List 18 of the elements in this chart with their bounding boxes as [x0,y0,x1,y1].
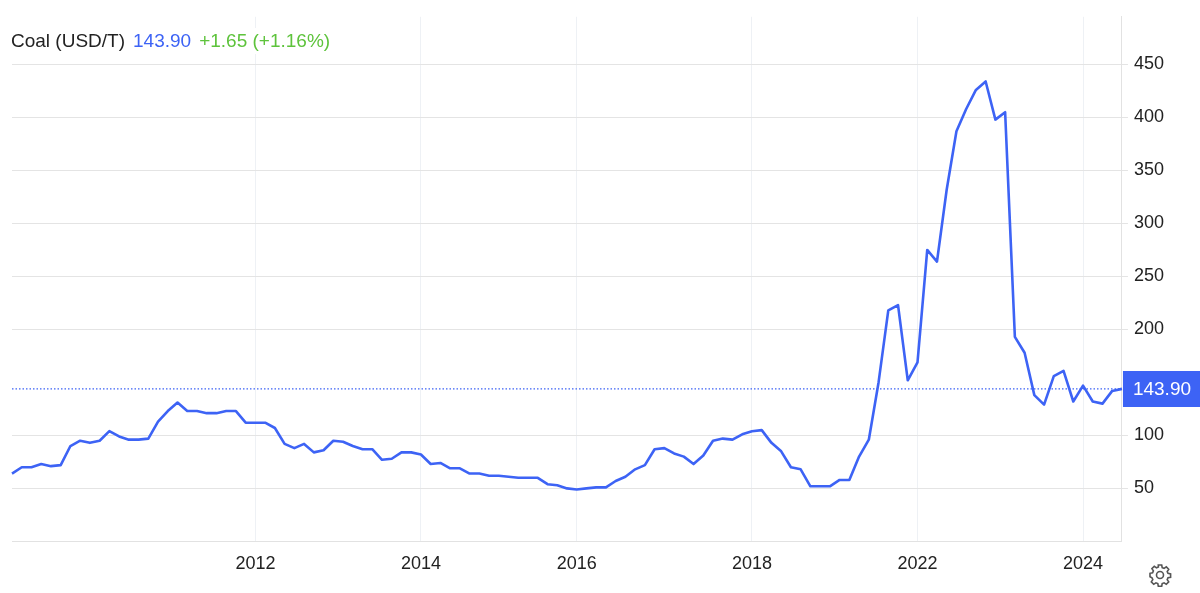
y-tick-label: 350 [1133,159,1165,180]
annotation: 143.90 [133,30,192,51]
y-tick-label: 450 [1133,53,1165,74]
y-tick-label: 250 [1133,265,1165,286]
y-tick-label: 300 [1133,212,1165,233]
x-tick-label: 2024 [1063,553,1104,574]
y-tick-label: 100 [1133,424,1165,445]
x-tick-label: 2016 [556,553,597,574]
y-tick-label: 50 [1133,477,1154,498]
y-tick-label: 200 [1133,318,1165,339]
annotation: +1.65 (+1.16%) [199,30,331,51]
x-tick-label: 2018 [731,553,772,574]
y-tick-label: 400 [1133,106,1165,127]
ref-line-label: 143.90 [1132,378,1192,400]
x-tick-label: 2014 [400,553,441,574]
x-tick-label: 2012 [235,553,276,574]
text: Coal (USD/T) [11,30,126,51]
x-tick-label: 2022 [897,553,938,574]
